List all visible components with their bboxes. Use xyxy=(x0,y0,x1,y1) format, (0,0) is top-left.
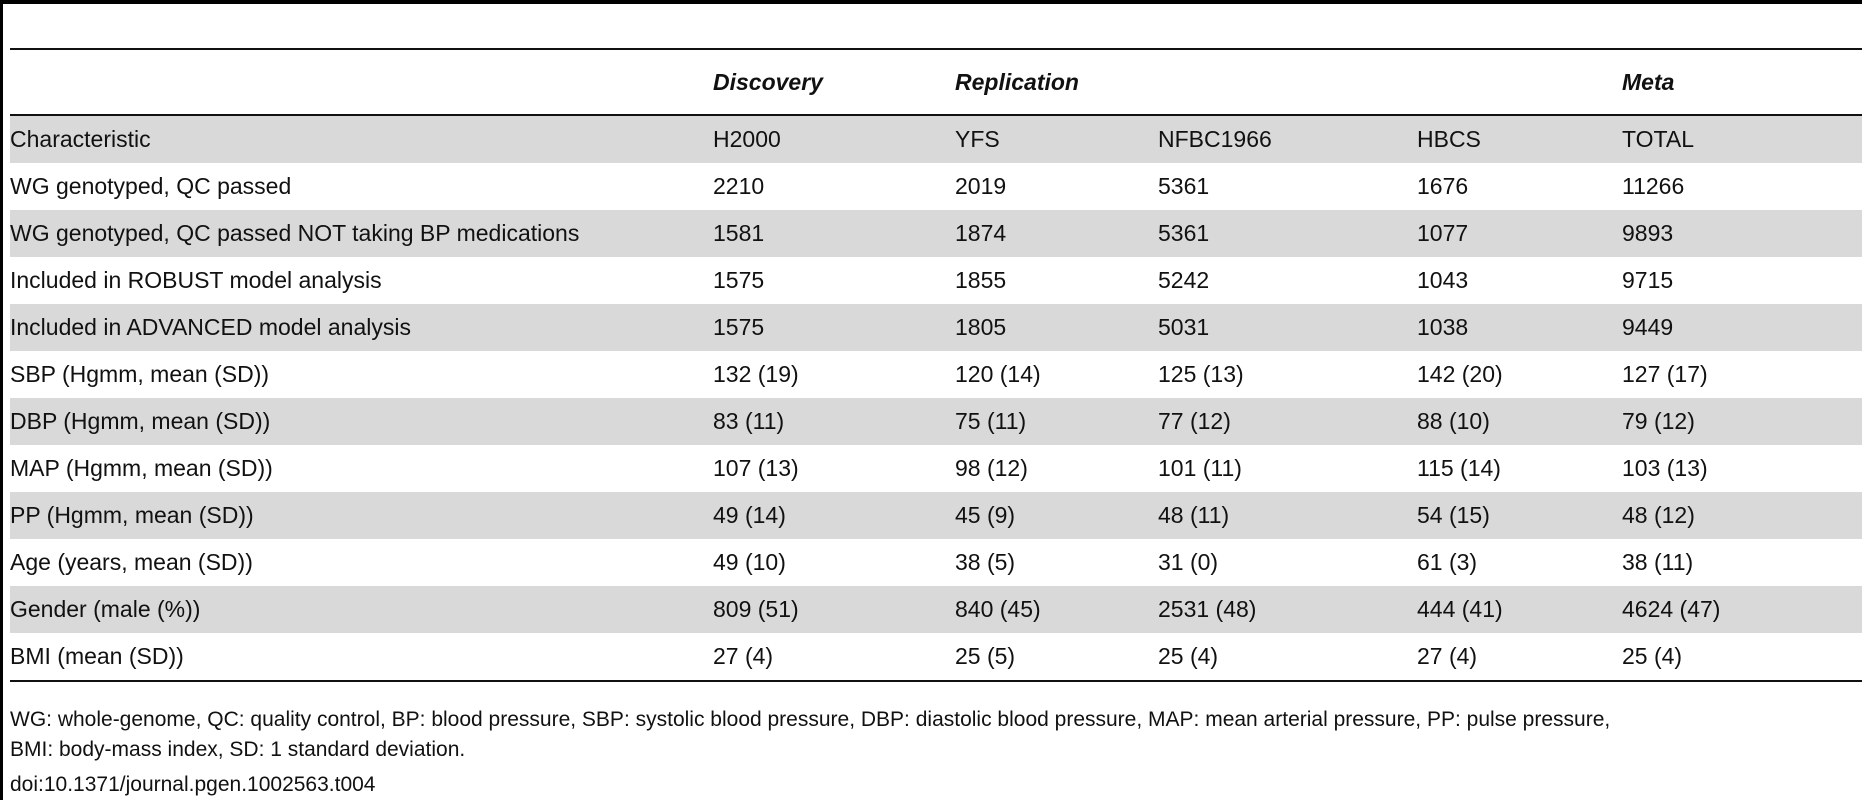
table-cell: 9893 xyxy=(1622,210,1862,257)
characteristics-table-container: Discovery Replication Meta Characteristi… xyxy=(10,48,1862,682)
row-label: PP (Hgmm, mean (SD)) xyxy=(10,492,713,539)
table-row: Age (years, mean (SD)) 49 (10) 38 (5) 31… xyxy=(10,539,1862,586)
left-border-rule xyxy=(0,0,3,800)
table-cell: 25 (4) xyxy=(1622,633,1862,682)
table-cell: 2019 xyxy=(955,173,1007,199)
table-cell: 5031 xyxy=(1158,304,1417,351)
table-cell: 107 (13) xyxy=(713,455,799,481)
table-row: WG genotyped, QC passed NOT taking BP me… xyxy=(10,210,1862,257)
row-label: MAP (Hgmm, mean (SD)) xyxy=(10,455,273,481)
table-cell: 54 (15) xyxy=(1417,492,1622,539)
doi-reference: doi:10.1371/journal.pgen.1002563.t004 xyxy=(10,773,376,796)
table-cell: 1575 xyxy=(713,267,765,293)
table-cell: 120 (14) xyxy=(955,361,1041,387)
group-header-discovery: Discovery xyxy=(713,48,955,116)
table-cell: 75 (11) xyxy=(955,398,1158,445)
table-cell: 125 (13) xyxy=(1158,361,1244,387)
row-label: Gender (male (%)) xyxy=(10,586,713,633)
table-row: Included in ADVANCED model analysis 1575… xyxy=(10,304,1862,351)
table-cell: 132 (19) xyxy=(713,361,799,387)
column-header-row: Characteristic H2000 YFS NFBC1966 HBCS T… xyxy=(10,115,1862,163)
row-label: WG genotyped, QC passed NOT taking BP me… xyxy=(10,210,713,257)
table-cell: 809 (51) xyxy=(713,586,955,633)
table-row: WG genotyped, QC passed 2210 2019 5361 1… xyxy=(10,163,1862,210)
column-header: Characteristic xyxy=(10,115,713,163)
table-cell: 5361 xyxy=(1158,210,1417,257)
table-cell: 83 (11) xyxy=(713,398,955,445)
table-cell: 38 (11) xyxy=(1622,549,1694,575)
table-row: MAP (Hgmm, mean (SD)) 107 (13) 98 (12) 1… xyxy=(10,445,1862,492)
table-cell: 1581 xyxy=(713,210,955,257)
table-cell: 103 (13) xyxy=(1622,455,1708,481)
column-header: H2000 xyxy=(713,115,955,163)
table-cell: 142 (20) xyxy=(1417,361,1503,387)
footnote-abbreviations-line-2: BMI: body-mass index, SD: 1 standard dev… xyxy=(10,738,466,761)
table-cell: 127 (17) xyxy=(1622,361,1708,387)
table-cell: 101 (11) xyxy=(1158,455,1242,481)
table-cell: 1805 xyxy=(955,304,1158,351)
table-cell: 1043 xyxy=(1417,267,1469,293)
column-header: YFS xyxy=(955,115,1158,163)
column-header: HBCS xyxy=(1417,115,1622,163)
table-cell: 5242 xyxy=(1158,267,1210,293)
table-cell: 31 (0) xyxy=(1158,549,1219,575)
table-cell: 444 (41) xyxy=(1417,586,1622,633)
table-cell: 49 (10) xyxy=(713,549,786,575)
table-cell: 45 (9) xyxy=(955,492,1158,539)
table-cell: 25 (5) xyxy=(955,633,1158,682)
characteristics-table: Discovery Replication Meta Characteristi… xyxy=(10,48,1862,682)
table-cell: 1676 xyxy=(1417,173,1469,199)
table-cell: 115 (14) xyxy=(1417,455,1501,481)
table-cell: 88 (10) xyxy=(1417,398,1622,445)
table-cell: 1874 xyxy=(955,210,1158,257)
table-cell: 840 (45) xyxy=(955,586,1158,633)
row-label: Included in ROBUST model analysis xyxy=(10,267,382,293)
table-row: SBP (Hgmm, mean (SD)) 132 (19) 120 (14) … xyxy=(10,351,1862,398)
table-cell: 98 (12) xyxy=(955,455,1028,481)
table-cell: 11266 xyxy=(1622,173,1685,199)
group-header-replication: Replication xyxy=(955,48,1158,116)
table-row: DBP (Hgmm, mean (SD)) 83 (11) 75 (11) 77… xyxy=(10,398,1862,445)
table-cell: 48 (11) xyxy=(1158,492,1417,539)
table-cell: 79 (12) xyxy=(1622,398,1862,445)
table-cell: 27 (4) xyxy=(1417,633,1622,682)
table-cell: 2531 (48) xyxy=(1158,586,1417,633)
table-cell: 1575 xyxy=(713,304,955,351)
table-cell: 27 (4) xyxy=(713,633,955,682)
table-cell: 48 (12) xyxy=(1622,492,1862,539)
row-label: Included in ADVANCED model analysis xyxy=(10,304,713,351)
row-label: Age (years, mean (SD)) xyxy=(10,549,253,575)
group-header-empty xyxy=(10,48,713,116)
top-border-rule xyxy=(0,0,1862,4)
table-cell: 38 (5) xyxy=(955,549,1016,575)
group-header-empty xyxy=(1417,48,1622,116)
table-cell: 25 (4) xyxy=(1158,633,1417,682)
table-row: PP (Hgmm, mean (SD)) 49 (14) 45 (9) 48 (… xyxy=(10,492,1862,539)
row-label: SBP (Hgmm, mean (SD)) xyxy=(10,361,270,387)
row-label: WG genotyped, QC passed xyxy=(10,173,292,199)
group-header-meta: Meta xyxy=(1622,48,1862,116)
table-cell: 77 (12) xyxy=(1158,398,1417,445)
group-header-row: Discovery Replication Meta xyxy=(10,48,1862,116)
table-cell: 5361 xyxy=(1158,173,1210,199)
table-cell: 49 (14) xyxy=(713,492,955,539)
group-header-empty xyxy=(1158,48,1417,116)
table-cell: 9449 xyxy=(1622,304,1862,351)
table-row: BMI (mean (SD)) 27 (4) 25 (5) 25 (4) 27 … xyxy=(10,633,1862,682)
column-header: TOTAL xyxy=(1622,115,1862,163)
table-cell: 2210 xyxy=(713,173,765,199)
table-cell: 9715 xyxy=(1622,267,1674,293)
row-label: BMI (mean (SD)) xyxy=(10,633,713,682)
table-cell: 4624 (47) xyxy=(1622,586,1862,633)
table-cell: 1038 xyxy=(1417,304,1622,351)
table-row: Included in ROBUST model analysis 1575 1… xyxy=(10,257,1862,304)
table-cell: 1077 xyxy=(1417,210,1622,257)
table-row: Gender (male (%)) 809 (51) 840 (45) 2531… xyxy=(10,586,1862,633)
table-cell: 1855 xyxy=(955,267,1007,293)
row-label: DBP (Hgmm, mean (SD)) xyxy=(10,398,713,445)
footnote-abbreviations-line-1: WG: whole-genome, QC: quality control, B… xyxy=(10,708,1611,731)
table-footnote: WG: whole-genome, QC: quality control, B… xyxy=(10,705,1862,765)
column-header: NFBC1966 xyxy=(1158,115,1417,163)
table-cell: 61 (3) xyxy=(1417,549,1478,575)
